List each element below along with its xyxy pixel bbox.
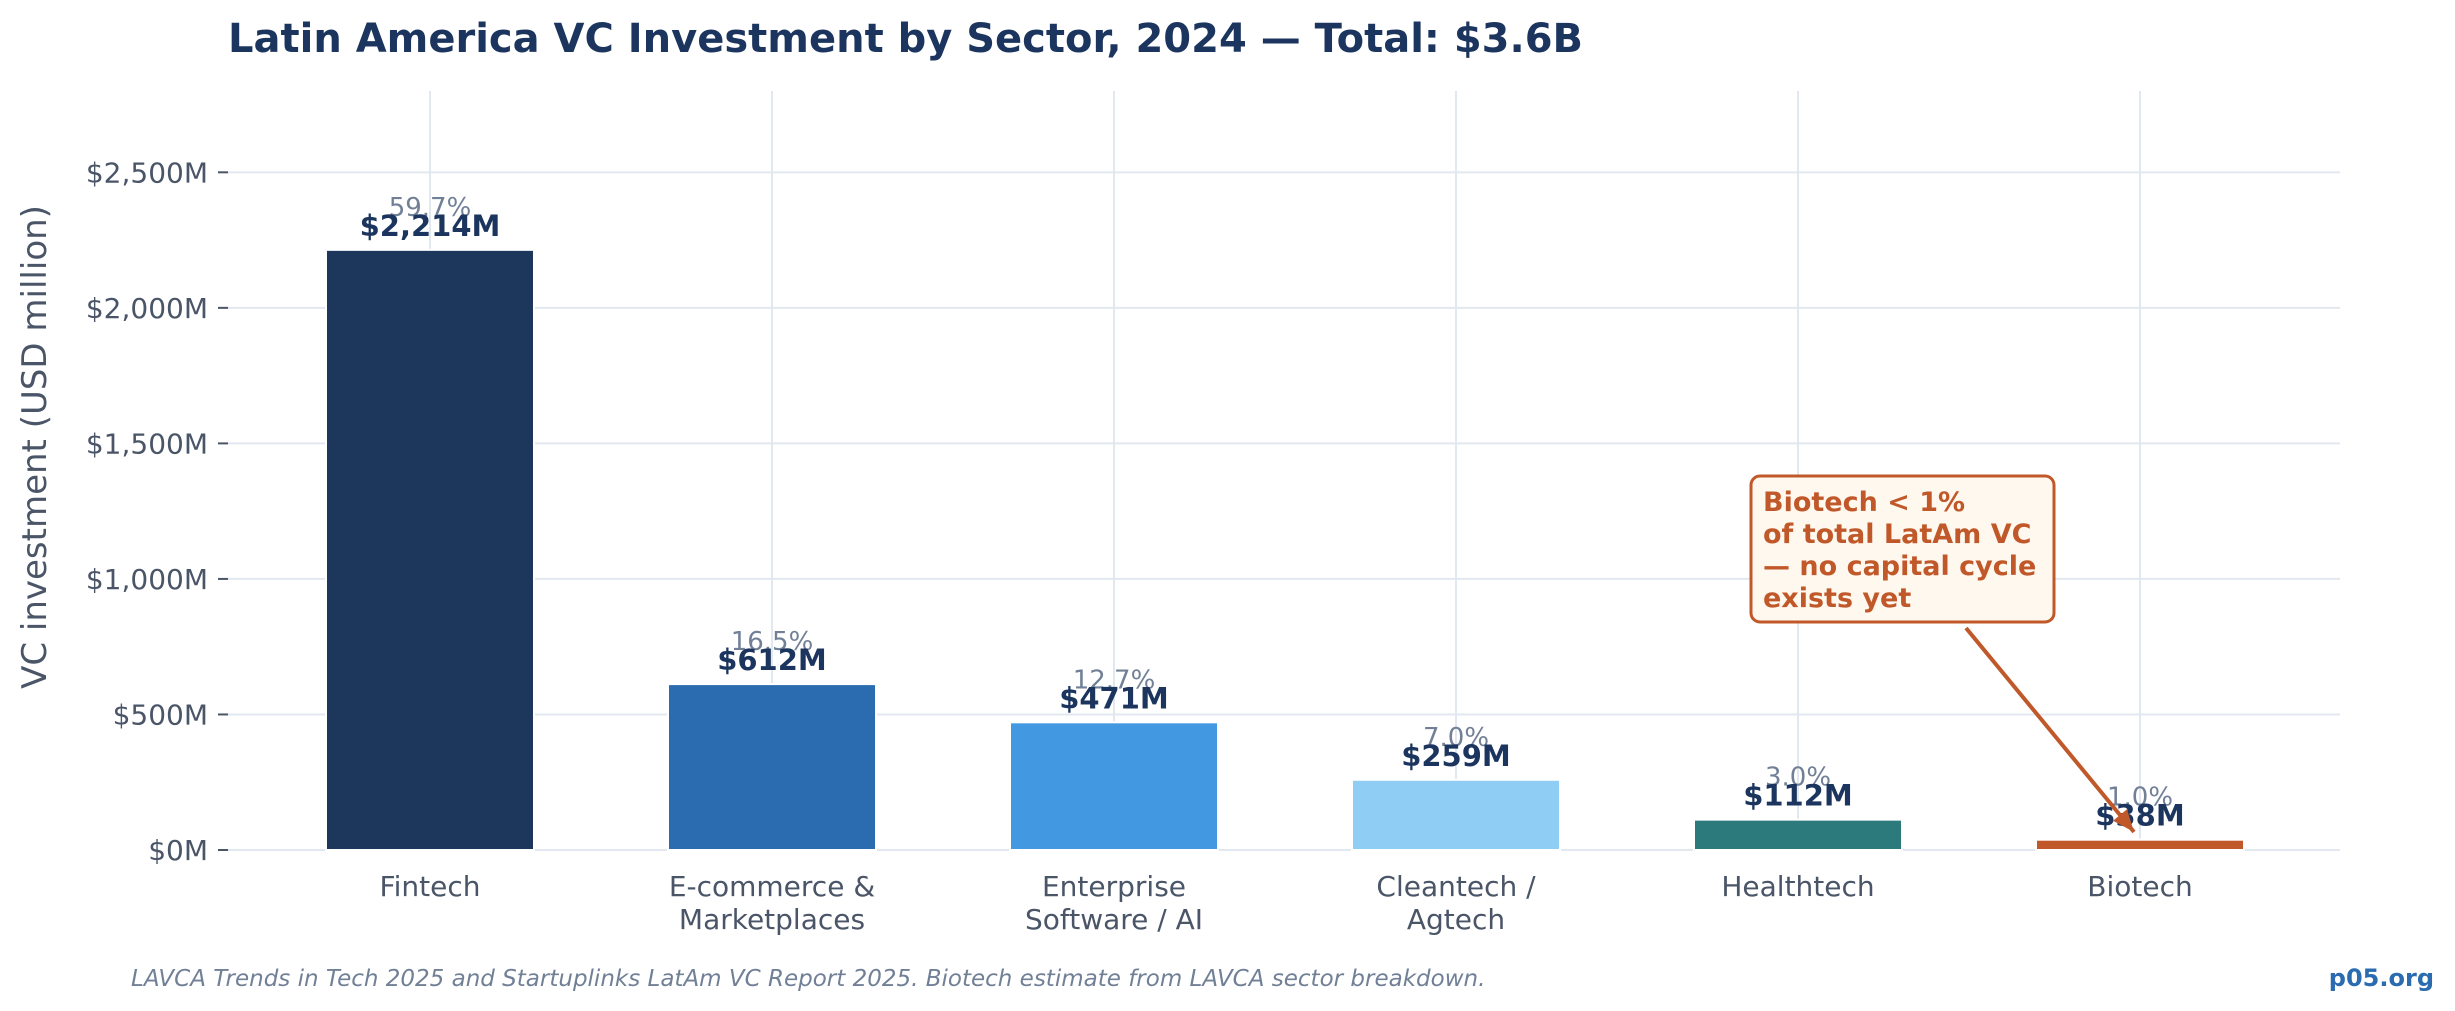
x-tick-label: Enterprise xyxy=(1042,870,1186,903)
y-tick-label: $2,500M xyxy=(86,156,208,189)
x-tick-label: Agtech xyxy=(1407,903,1505,936)
value-label: $2,214M xyxy=(360,209,501,243)
share-label: 3.0% xyxy=(1765,763,1831,793)
share-label: 1.0% xyxy=(2107,783,2173,813)
x-tick-label: E-commerce & xyxy=(669,870,875,903)
value-label: $112M xyxy=(1743,779,1853,813)
annotation-text: Biotech < 1% xyxy=(1763,487,1965,518)
share-label: 16.5% xyxy=(731,627,814,657)
share-label: 12.7% xyxy=(1073,665,1156,695)
bar xyxy=(2035,838,2245,851)
value-label: $612M xyxy=(717,643,827,677)
x-tick-label: Software / AI xyxy=(1025,903,1203,936)
annotation-text: — no capital cycle xyxy=(1763,551,2036,582)
annotation-text: exists yet xyxy=(1763,583,1911,614)
y-axis: $0M $500M $1,000M $1,500M $2,000M $2,500M xyxy=(86,156,228,867)
y-tick-label: $0M xyxy=(148,834,208,867)
x-axis: Fintech E-commerce &Marketplaces Enterpris… xyxy=(380,870,2193,936)
arrowhead-icon xyxy=(2113,809,2134,832)
share-label: 59.7% xyxy=(389,193,472,223)
x-tick-label: Biotech xyxy=(2087,870,2192,903)
value-label: $259M xyxy=(1401,739,1511,773)
y-tick-label: $1,500M xyxy=(86,427,208,460)
x-tick-label: Fintech xyxy=(380,870,481,903)
annotation-box xyxy=(1749,474,2056,624)
annotation: Biotech < 1%of total LatAm VC— no capita… xyxy=(1749,474,2136,834)
y-axis-label: VC investment (USD million) xyxy=(15,205,55,689)
bar xyxy=(325,248,535,852)
y-tick-label: $500M xyxy=(113,698,208,731)
gridlines xyxy=(228,91,2340,851)
value-label: $471M xyxy=(1059,681,1169,715)
bar xyxy=(1351,778,1561,851)
annotation-text: of total LatAm VC xyxy=(1763,519,2031,550)
chart-title: Latin America VC Investment by Sector, 2… xyxy=(228,16,1583,62)
share-label: 7.0% xyxy=(1423,723,1489,753)
source-note: LAVCA Trends in Tech 2025 and Startuplin… xyxy=(131,966,1485,992)
annotation-arrow xyxy=(1964,626,2136,834)
brand-link[interactable]: p05.org xyxy=(2329,964,2434,992)
x-tick-label: Marketplaces xyxy=(679,903,865,936)
bar xyxy=(1009,721,1219,852)
x-tick-label: Healthtech xyxy=(1721,870,1874,903)
y-tick-label: $2,000M xyxy=(86,292,208,325)
bar xyxy=(1693,818,1903,852)
bar xyxy=(667,683,877,852)
x-tick-label: Cleantech / xyxy=(1376,870,1536,903)
y-tick-label: $1,000M xyxy=(86,563,208,596)
bars xyxy=(325,248,2245,852)
